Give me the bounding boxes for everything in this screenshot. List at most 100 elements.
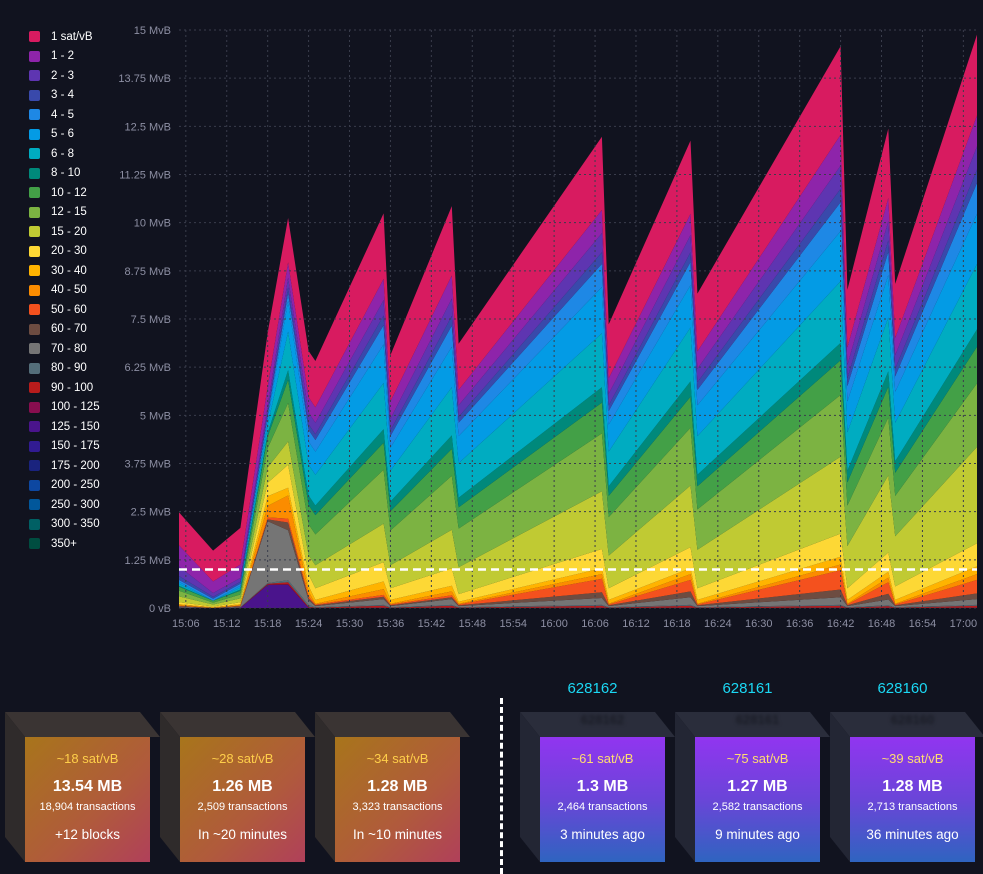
y-tick-label: 2.5 MvB xyxy=(131,507,171,519)
block-tx-count: 3,323 transactions xyxy=(352,801,443,813)
legend-item[interactable]: 3 - 4 xyxy=(29,86,119,106)
block-eta: +12 blocks xyxy=(55,827,120,842)
legend-item[interactable]: 8 - 10 xyxy=(29,164,119,184)
mempool-block[interactable]: ~28 sat/vB 1.26 MB 2,509 transactions In… xyxy=(160,712,315,862)
legend-item[interactable]: 30 - 40 xyxy=(29,261,119,281)
legend-label: 3 - 4 xyxy=(51,89,75,102)
y-tick-label: 8.75 MvB xyxy=(125,266,171,278)
legend-item[interactable]: 100 - 125 xyxy=(29,398,119,418)
legend-item[interactable]: 20 - 30 xyxy=(29,242,119,262)
x-tick-label: 15:06 xyxy=(172,618,200,630)
legend-item[interactable]: 4 - 5 xyxy=(29,105,119,125)
series-area xyxy=(179,213,977,601)
mined-block[interactable]: 628162 ~61 sat/vB 1.3 MB 2,464 transacti… xyxy=(520,712,675,862)
x-tick-label: 16:06 xyxy=(581,618,609,630)
legend-label: 60 - 70 xyxy=(51,323,87,336)
y-tick-label: 10 MvB xyxy=(134,218,171,230)
legend-item[interactable]: 250 - 300 xyxy=(29,495,119,515)
block-fee: ~39 sat/vB xyxy=(881,751,944,766)
legend-label: 100 - 125 xyxy=(51,401,100,414)
legend-swatch xyxy=(29,401,40,413)
mempool-chart: 15 MvB 13.75 MvB 12.5 MvB 11.25 MvB 10 MvB 8.… xyxy=(118,25,978,630)
legend-label: 12 - 15 xyxy=(51,206,87,219)
legend-item[interactable]: 150 - 175 xyxy=(29,437,119,457)
legend-label: 90 - 100 xyxy=(51,381,94,394)
block-size: 13.54 MB xyxy=(52,778,123,795)
mined-block[interactable]: 628160 ~39 sat/vB 1.28 MB 2,713 transact… xyxy=(830,712,983,862)
block-face: ~34 sat/vB 1.28 MB 3,323 transactions In… xyxy=(335,737,460,862)
legend-label: 150 - 175 xyxy=(51,440,100,453)
block-side xyxy=(520,712,540,862)
legend-item[interactable]: 125 - 150 xyxy=(29,417,119,437)
mempool-block[interactable]: ~18 sat/vB 13.54 MB 18,904 transactions … xyxy=(5,712,160,862)
legend-label: 125 - 150 xyxy=(51,420,100,433)
block-height-link[interactable]: 628160 xyxy=(877,680,928,697)
legend-swatch xyxy=(29,167,40,179)
legend-swatch xyxy=(29,148,40,160)
legend-item[interactable]: 12 - 15 xyxy=(29,203,119,223)
block-top xyxy=(520,712,675,737)
legend-item[interactable]: 70 - 80 xyxy=(29,339,119,359)
legend-label: 30 - 40 xyxy=(51,264,87,277)
legend-item[interactable]: 300 - 350 xyxy=(29,515,119,535)
legend-item[interactable]: 50 - 60 xyxy=(29,300,119,320)
legend-swatch xyxy=(29,499,40,511)
block-side xyxy=(315,712,335,862)
block-face: ~61 sat/vB 1.3 MB 2,464 transactions 3 m… xyxy=(540,737,665,862)
x-tick-label: 15:18 xyxy=(254,618,282,630)
block-tx-count: 2,464 transactions xyxy=(557,801,648,813)
legend-label: 50 - 60 xyxy=(51,303,87,316)
mempool-block[interactable]: ~34 sat/vB 1.28 MB 3,323 transactions In… xyxy=(315,712,470,862)
legend-label: 10 - 12 xyxy=(51,186,87,199)
mempool-divider xyxy=(500,698,503,874)
legend-item[interactable]: 60 - 70 xyxy=(29,320,119,340)
legend-item[interactable]: 350+ xyxy=(29,534,119,554)
legend-item[interactable]: 2 - 3 xyxy=(29,66,119,86)
legend-swatch xyxy=(29,187,40,199)
series-area xyxy=(179,517,977,608)
x-tick-label: 15:48 xyxy=(459,618,487,630)
legend-item[interactable]: 90 - 100 xyxy=(29,378,119,398)
x-tick-label: 17:00 xyxy=(950,618,978,630)
legend-item[interactable]: 1 sat/vB xyxy=(29,27,119,47)
y-tick-label: 13.75 MvB xyxy=(118,73,171,85)
legend-label: 200 - 250 xyxy=(51,479,100,492)
legend-swatch xyxy=(29,70,40,82)
legend-swatch xyxy=(29,206,40,218)
block-size: 1.28 MB xyxy=(882,778,943,795)
series-area xyxy=(179,146,977,597)
block-top xyxy=(160,712,315,737)
legend-item[interactable]: 200 - 250 xyxy=(29,476,119,496)
legend-item[interactable]: 80 - 90 xyxy=(29,359,119,379)
x-tick-label: 15:36 xyxy=(377,618,405,630)
x-tick-label: 15:54 xyxy=(499,618,527,630)
legend-swatch xyxy=(29,460,40,472)
legend-item[interactable]: 175 - 200 xyxy=(29,456,119,476)
mined-block[interactable]: 628161 ~75 sat/vB 1.27 MB 2,582 transact… xyxy=(675,712,830,862)
block-side xyxy=(675,712,695,862)
x-tick-label: 16:00 xyxy=(540,618,568,630)
legend-item[interactable]: 40 - 50 xyxy=(29,281,119,301)
legend-item[interactable]: 6 - 8 xyxy=(29,144,119,164)
block-top xyxy=(315,712,470,737)
block-eta: In ~20 minutes xyxy=(198,827,287,842)
block-age: 9 minutes ago xyxy=(715,827,800,842)
block-height-link[interactable]: 628161 xyxy=(722,680,773,697)
legend-swatch xyxy=(29,304,40,316)
block-top-height: 628160 xyxy=(890,712,935,727)
block-face: ~18 sat/vB 13.54 MB 18,904 transactions … xyxy=(25,737,150,862)
x-tick-label: 15:30 xyxy=(336,618,364,630)
legend-item[interactable]: 5 - 6 xyxy=(29,125,119,145)
legend-item[interactable]: 10 - 12 xyxy=(29,183,119,203)
legend-item[interactable]: 15 - 20 xyxy=(29,222,119,242)
legend-swatch xyxy=(29,479,40,491)
legend-swatch xyxy=(29,362,40,374)
block-top xyxy=(830,712,983,737)
x-tick-label: 16:24 xyxy=(704,618,732,630)
legend-item[interactable]: 1 - 2 xyxy=(29,47,119,67)
block-fee: ~75 sat/vB xyxy=(726,751,789,766)
block-size: 1.28 MB xyxy=(367,778,428,795)
legend-label: 175 - 200 xyxy=(51,459,100,472)
block-height-link[interactable]: 628162 xyxy=(567,680,618,697)
block-size: 1.26 MB xyxy=(212,778,273,795)
